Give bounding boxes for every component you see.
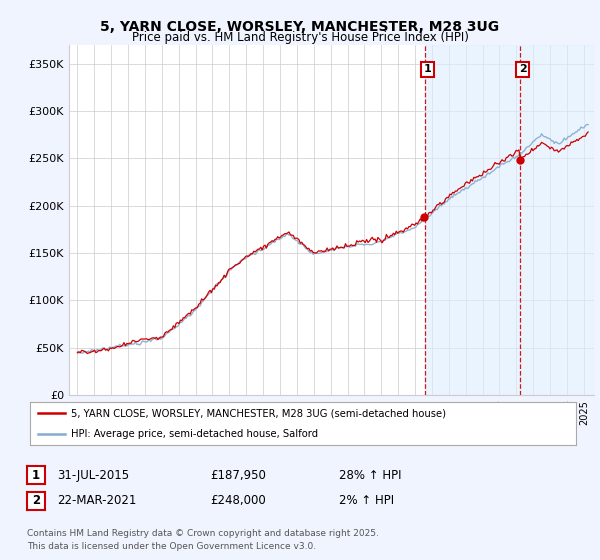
Text: 2: 2 xyxy=(32,494,40,507)
Text: Price paid vs. HM Land Registry's House Price Index (HPI): Price paid vs. HM Land Registry's House … xyxy=(131,31,469,44)
Text: 5, YARN CLOSE, WORSLEY, MANCHESTER, M28 3UG (semi-detached house): 5, YARN CLOSE, WORSLEY, MANCHESTER, M28 … xyxy=(71,408,446,418)
Text: 1: 1 xyxy=(424,64,431,74)
Text: £248,000: £248,000 xyxy=(210,494,266,507)
Text: 2: 2 xyxy=(519,64,527,74)
Text: 5, YARN CLOSE, WORSLEY, MANCHESTER, M28 3UG: 5, YARN CLOSE, WORSLEY, MANCHESTER, M28 … xyxy=(100,20,500,34)
Text: 31-JUL-2015: 31-JUL-2015 xyxy=(57,469,129,482)
Text: 2% ↑ HPI: 2% ↑ HPI xyxy=(339,494,394,507)
Text: 28% ↑ HPI: 28% ↑ HPI xyxy=(339,469,401,482)
Bar xyxy=(425,45,594,395)
Text: 22-MAR-2021: 22-MAR-2021 xyxy=(57,494,136,507)
Text: Contains HM Land Registry data © Crown copyright and database right 2025.
This d: Contains HM Land Registry data © Crown c… xyxy=(27,529,379,552)
Text: HPI: Average price, semi-detached house, Salford: HPI: Average price, semi-detached house,… xyxy=(71,430,318,439)
Text: 1: 1 xyxy=(32,469,40,482)
Text: £187,950: £187,950 xyxy=(210,469,266,482)
